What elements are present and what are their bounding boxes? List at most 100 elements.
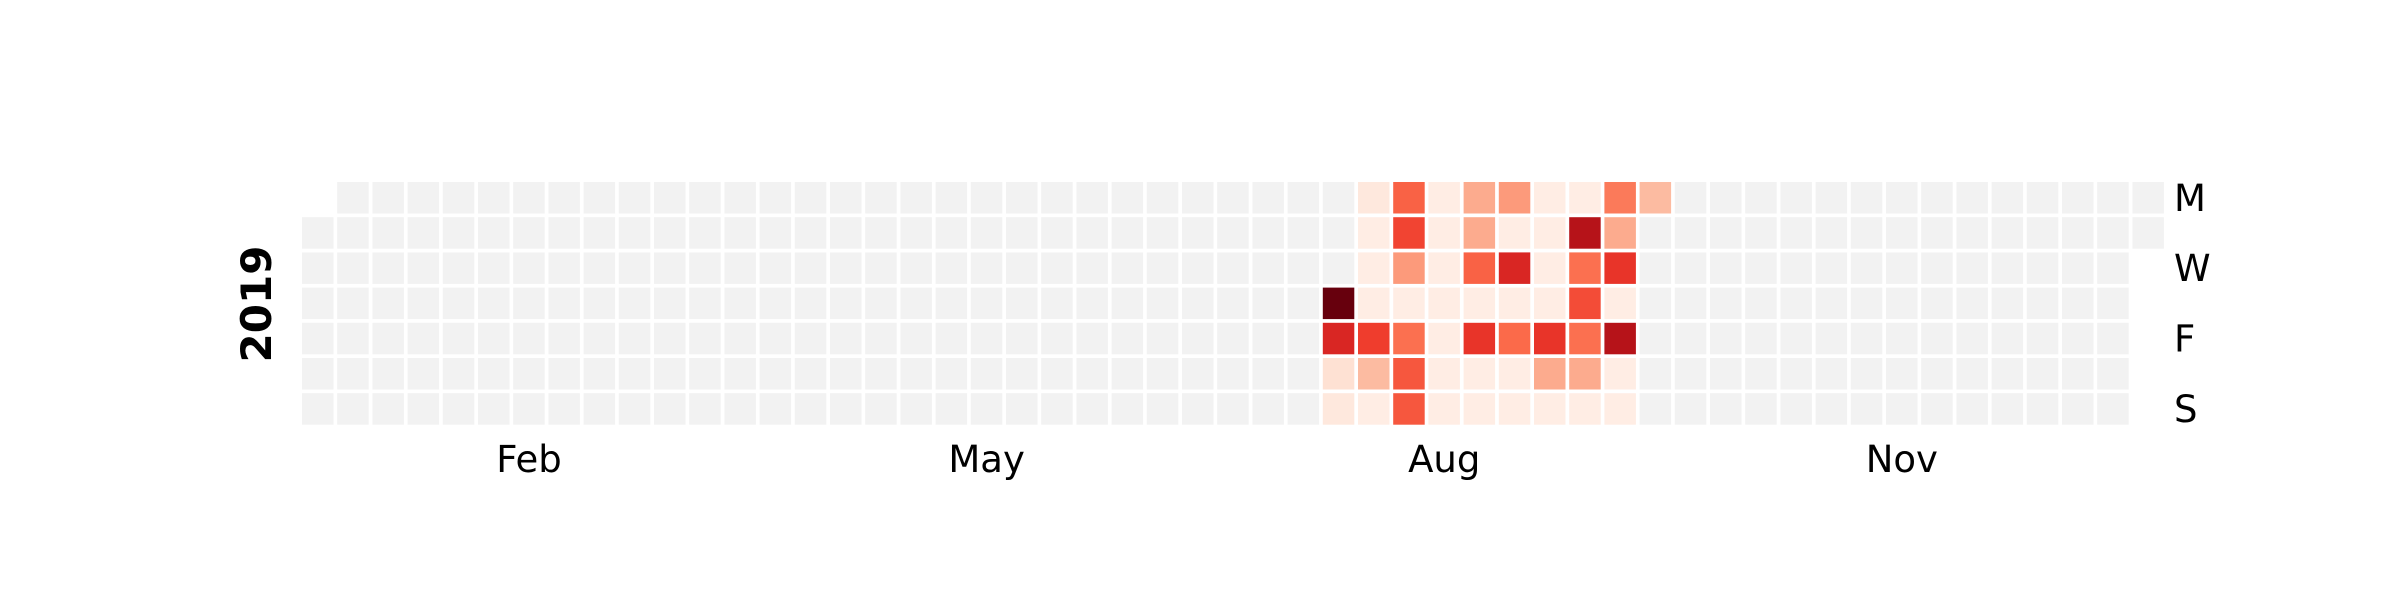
heatmap-cell [1745,287,1777,320]
heatmap-cell [442,252,475,284]
heatmap-cell [513,322,545,355]
heatmap-cell [1639,322,1672,355]
heatmap-cell [407,287,440,320]
heatmap-cell [302,287,334,320]
heatmap-cell [1006,358,1038,390]
heatmap-cell [1076,358,1108,390]
heatmap-cell [2026,322,2059,355]
heatmap-cell [2062,287,2094,320]
heatmap-cell [935,217,968,249]
heatmap-cell [900,217,932,249]
heatmap-cell [337,217,369,249]
heatmap-cell [407,322,440,355]
heatmap-cell [1463,322,1496,355]
heatmap-cell [2132,217,2164,249]
heatmap-cell [759,252,792,284]
heatmap-cell [794,322,827,355]
heatmap-cell [654,393,686,425]
heatmap-cell [1252,252,1284,284]
heatmap-cell [1674,252,1707,284]
heatmap-cell [1498,217,1531,249]
heatmap-cell [1322,252,1355,284]
heatmap-cell [337,322,369,355]
heatmap-cell [970,287,1003,320]
heatmap-cell [548,182,580,214]
heatmap-cell [1463,287,1496,320]
heatmap-cell [583,393,616,425]
month-label: Aug [1408,438,1480,481]
heatmap-cell [1921,217,1953,249]
heatmap-cell [1463,217,1496,249]
heatmap-cell [1534,252,1566,284]
heatmap-cell [302,393,334,425]
heatmap-cell [1815,393,1848,425]
heatmap-cell [935,182,968,214]
heatmap-cell [1428,322,1460,355]
heatmap-cell [1428,217,1460,249]
heatmap-cell [794,252,827,284]
heatmap-cell [1322,358,1355,390]
heatmap-cell [548,287,580,320]
heatmap-cell [372,217,404,249]
heatmap-cell [1006,252,1038,284]
heatmap-cell [1991,393,2024,425]
heatmap-cell [442,217,475,249]
month-label: Nov [1866,438,1938,481]
heatmap-cell [1358,287,1390,320]
heatmap-cell [1886,287,1918,320]
heatmap-cell [1956,217,1988,249]
heatmap-cell [1534,393,1566,425]
heatmap-cell [1956,358,1988,390]
heatmap-cell [1921,358,1953,390]
heatmap-cell [1287,252,1320,284]
heatmap-cell [1815,217,1848,249]
heatmap-cell [1182,358,1214,390]
heatmap-cell [1182,322,1214,355]
heatmap-cell [337,358,369,390]
heatmap-cell [1815,287,1848,320]
heatmap-cell [1745,217,1777,249]
heatmap-cell [865,182,897,214]
heatmap-cell [2026,358,2059,390]
heatmap-cell [1393,322,1425,355]
heatmap-cell [1534,217,1566,249]
heatmap-cell [1639,358,1672,390]
heatmap-cell [1569,252,1601,284]
heatmap-cell [1076,182,1108,214]
heatmap-cell [865,252,897,284]
heatmap-cell [372,252,404,284]
heatmap-cell [865,217,897,249]
heatmap-cell [407,182,440,214]
heatmap-cell [830,217,862,249]
heatmap-cell [2097,358,2129,390]
heatmap-cell [1569,358,1601,390]
heatmap-cell [900,322,932,355]
heatmap-cell [1850,287,1883,320]
heatmap-cell [1710,217,1742,249]
heatmap-cell [513,217,545,249]
heatmap-cell [1710,287,1742,320]
heatmap-cell [1111,182,1144,214]
heatmap-cell [1921,182,1953,214]
heatmap-cell [1639,287,1672,320]
day-label: M [2174,177,2206,220]
heatmap-cell [1991,358,2024,390]
heatmap-cell [900,393,932,425]
heatmap-cell [1921,322,1953,355]
heatmap-cell [1463,358,1496,390]
heatmap-cell [513,287,545,320]
heatmap-cell [724,287,756,320]
heatmap-cell [1217,287,1249,320]
heatmap-cell [970,393,1003,425]
heatmap-cell [1780,322,1812,355]
day-label: W [2174,247,2211,290]
heatmap-cell [583,182,616,214]
heatmap-cell [1111,393,1144,425]
heatmap-cell [1111,358,1144,390]
heatmap-cell [1111,322,1144,355]
heatmap-cell [1076,252,1108,284]
heatmap-cell [1182,252,1214,284]
heatmap-cell [865,287,897,320]
heatmap-cell [618,322,651,355]
heatmap-cell [1886,217,1918,249]
